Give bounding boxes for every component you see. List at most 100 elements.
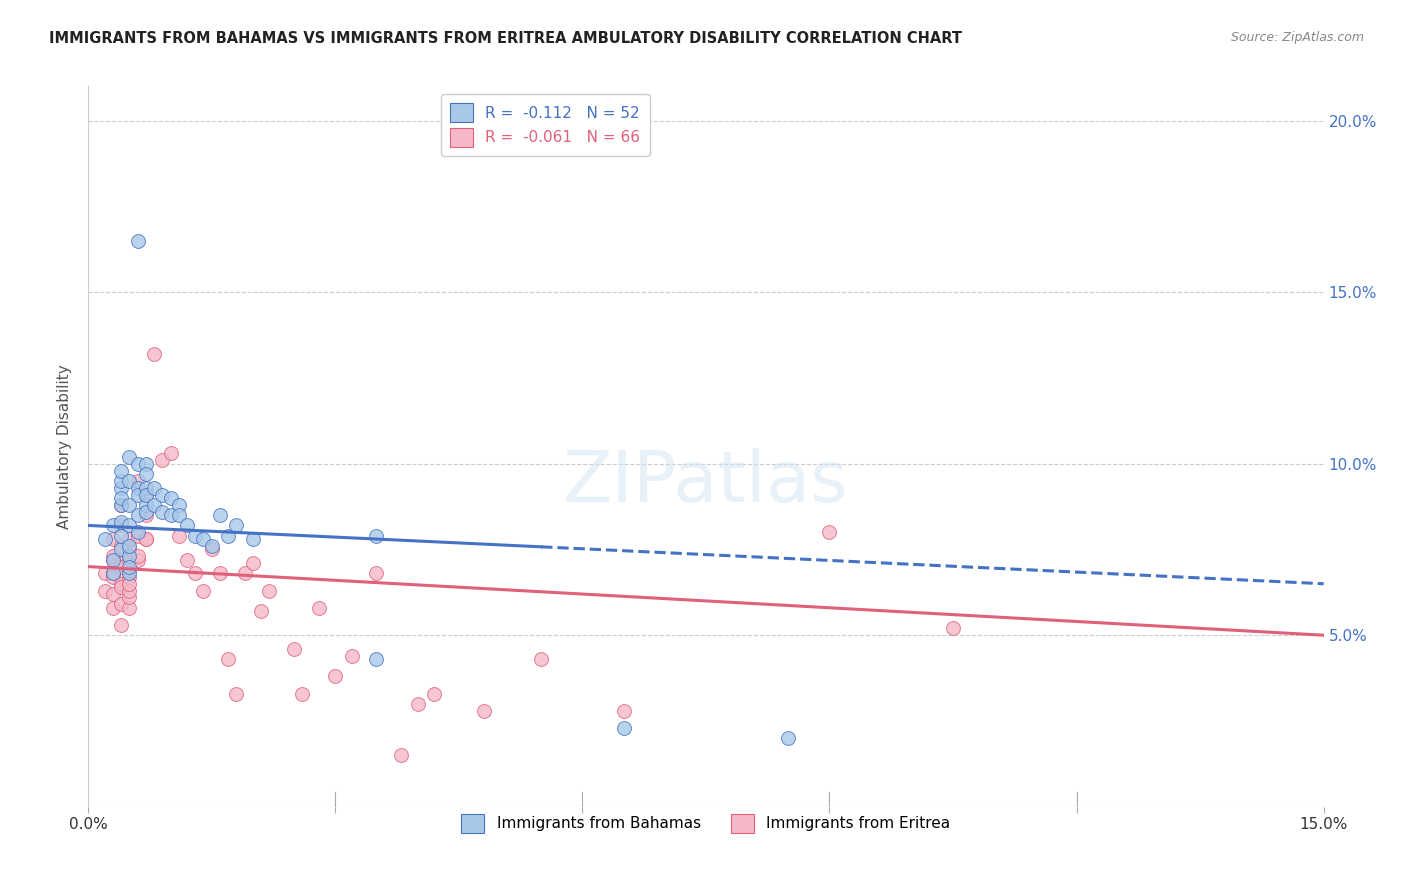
Point (472, 704, 495, 718)
Point (110, 515, 132, 529)
Point (778, 731, 800, 745)
Point (135, 532, 157, 546)
Point (118, 559, 141, 574)
Point (101, 553, 124, 567)
Point (135, 508, 157, 523)
Point (612, 704, 634, 718)
Legend: Immigrants from Bahamas, Immigrants from Eritrea: Immigrants from Bahamas, Immigrants from… (456, 808, 956, 838)
Point (110, 539, 132, 553)
Point (135, 457, 157, 471)
Point (283, 641, 305, 656)
Point (159, 446, 181, 460)
Point (118, 539, 141, 553)
Point (101, 570, 124, 584)
Point (150, 453, 173, 467)
Point (118, 518, 141, 533)
Point (118, 570, 141, 584)
Point (127, 508, 149, 523)
Point (110, 598, 132, 612)
Point (127, 549, 149, 564)
Point (110, 491, 132, 505)
Point (150, 487, 173, 501)
Point (101, 587, 124, 601)
Point (167, 529, 190, 543)
Point (127, 525, 149, 540)
Point (135, 498, 157, 512)
Point (135, 487, 157, 501)
Point (118, 474, 141, 488)
Point (217, 529, 239, 543)
Point (389, 748, 412, 763)
Point (259, 583, 281, 598)
Point (93, 566, 115, 581)
Point (135, 505, 157, 519)
Point (406, 697, 429, 711)
Point (110, 580, 132, 594)
Point (127, 553, 149, 567)
Point (159, 508, 181, 523)
Point (118, 498, 141, 512)
Point (110, 498, 132, 512)
Point (323, 669, 346, 683)
Point (135, 467, 157, 481)
Point (110, 529, 132, 543)
Point (135, 481, 157, 495)
Point (176, 518, 198, 533)
Point (118, 542, 141, 557)
Point (118, 600, 141, 615)
Point (135, 487, 157, 501)
Point (250, 604, 273, 618)
Point (127, 457, 149, 471)
Point (110, 542, 132, 557)
Point (366, 566, 388, 581)
Point (818, 525, 841, 540)
Point (118, 532, 141, 546)
Point (167, 498, 190, 512)
Point (110, 576, 132, 591)
Point (118, 450, 141, 464)
Point (127, 529, 149, 543)
Point (127, 487, 149, 501)
Point (118, 553, 141, 567)
Point (127, 474, 149, 488)
Text: Source: ZipAtlas.com: Source: ZipAtlas.com (1230, 31, 1364, 45)
Point (340, 648, 363, 663)
Point (101, 566, 124, 581)
Point (135, 532, 157, 546)
Point (93, 583, 115, 598)
Point (366, 652, 388, 666)
Point (101, 600, 124, 615)
Point (184, 566, 207, 581)
Point (101, 566, 124, 581)
Point (184, 529, 207, 543)
Point (208, 508, 231, 523)
Point (118, 549, 141, 564)
Point (193, 583, 215, 598)
Point (150, 505, 173, 519)
Point (110, 556, 132, 570)
Point (167, 508, 190, 523)
Point (143, 498, 166, 512)
Point (208, 566, 231, 581)
Point (291, 686, 314, 700)
Point (225, 686, 247, 700)
Point (101, 566, 124, 581)
Point (101, 532, 124, 546)
Point (101, 549, 124, 564)
Point (201, 542, 224, 557)
Point (110, 474, 132, 488)
Point (93, 532, 115, 546)
Point (118, 583, 141, 598)
Point (143, 347, 166, 361)
Point (242, 556, 264, 570)
Point (127, 234, 149, 248)
Point (242, 532, 264, 546)
Point (110, 481, 132, 495)
Point (159, 491, 181, 505)
Point (118, 576, 141, 591)
Point (942, 621, 965, 635)
Y-axis label: Ambulatory Disability: Ambulatory Disability (58, 364, 72, 529)
Point (530, 652, 553, 666)
Point (423, 686, 446, 700)
Point (201, 539, 224, 553)
